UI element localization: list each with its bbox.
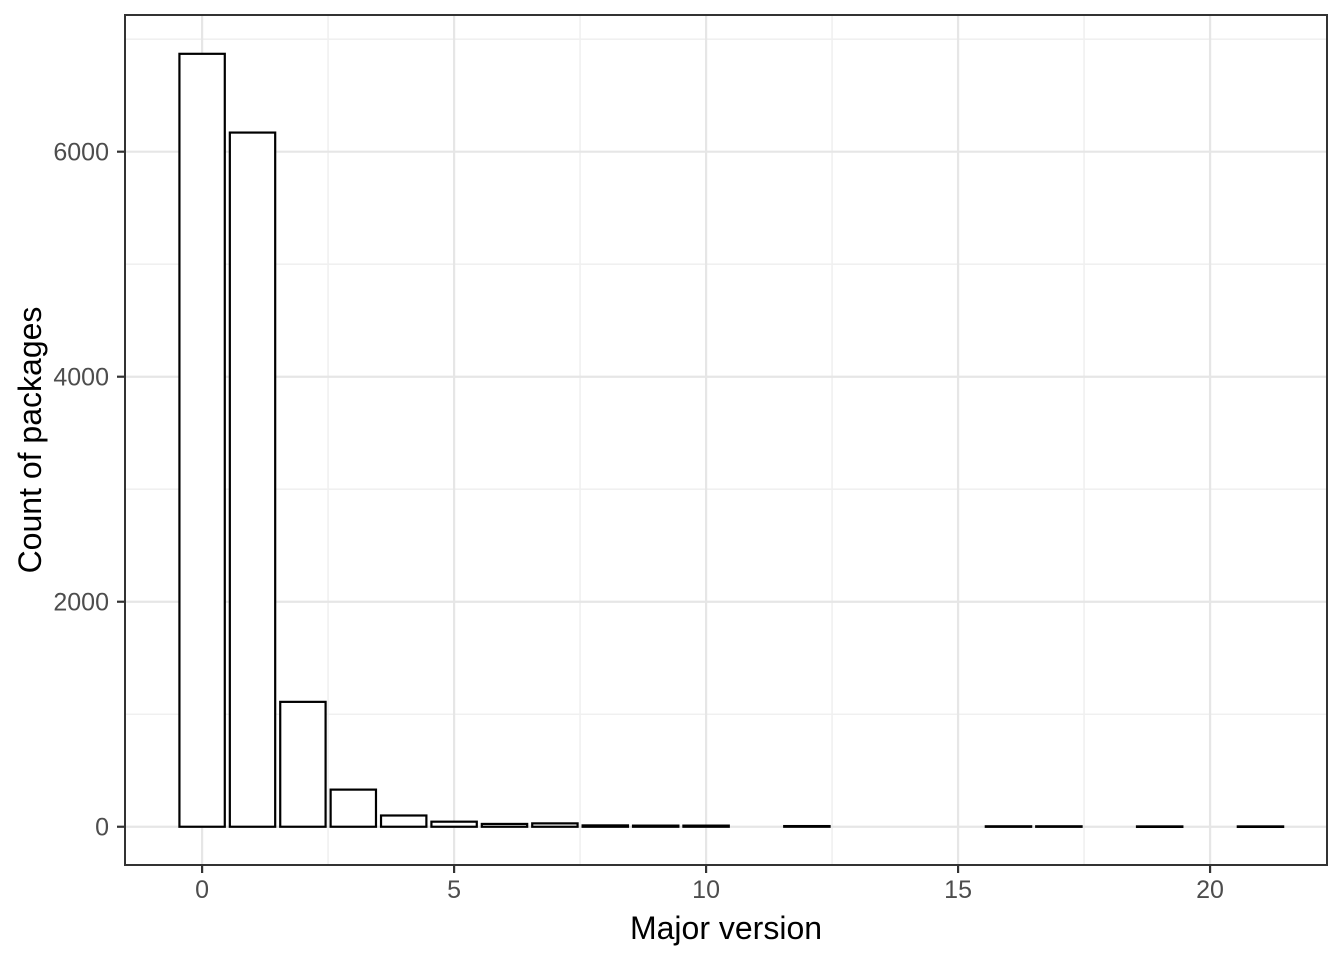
- histogram-bar: [682, 824, 730, 828]
- y-tick-label: 2000: [53, 589, 109, 617]
- histogram-bar: [178, 52, 226, 828]
- x-tick-label: 5: [447, 876, 461, 904]
- y-tick-label: 0: [95, 814, 109, 842]
- histogram-bar: [1135, 825, 1184, 829]
- histogram-bar: [379, 814, 428, 828]
- panel-border: [124, 14, 1328, 866]
- x-axis-title: Major version: [629, 910, 823, 946]
- x-tick-label: 10: [692, 876, 720, 904]
- histogram-bar: [430, 820, 478, 828]
- histogram-bar: [1236, 825, 1285, 829]
- x-tick-label: 15: [944, 876, 972, 904]
- y-tick-label: 4000: [53, 364, 109, 392]
- histogram-bar: [480, 822, 529, 828]
- y-axis-title: Count of packages: [12, 306, 48, 574]
- x-tick-label: 20: [1196, 876, 1224, 904]
- x-tick-label: 0: [195, 876, 209, 904]
- y-tick-label: 6000: [53, 139, 109, 167]
- histogram-bar: [228, 131, 277, 828]
- histogram-bar: [279, 700, 327, 828]
- histogram-bar: [984, 825, 1033, 828]
- histogram-bar: [1035, 825, 1083, 828]
- histogram-bar: [531, 822, 579, 828]
- histogram-bar: [329, 788, 378, 828]
- histogram-bar: [581, 824, 630, 828]
- histogram-bar: [631, 824, 680, 828]
- histogram-bar: [783, 824, 831, 828]
